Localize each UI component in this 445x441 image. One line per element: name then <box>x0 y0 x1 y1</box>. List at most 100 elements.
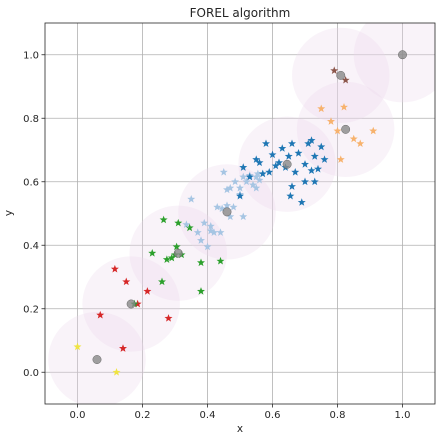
data-point <box>159 215 168 224</box>
data-point <box>73 342 82 351</box>
data-point <box>206 222 215 230</box>
data-point <box>197 258 205 267</box>
data-point <box>226 183 235 192</box>
data-point <box>218 204 227 213</box>
data-point <box>301 160 309 168</box>
data-point <box>216 228 225 236</box>
data-point <box>317 104 326 113</box>
data-point <box>242 177 251 186</box>
data-point <box>310 152 319 160</box>
data-point <box>197 287 205 295</box>
cluster-center <box>173 248 183 258</box>
data-point <box>291 168 300 176</box>
data-point <box>110 264 119 273</box>
data-point <box>185 223 194 232</box>
cluster-center <box>126 299 136 309</box>
data-point <box>174 218 183 227</box>
data-point <box>143 287 152 295</box>
data-point <box>223 201 231 209</box>
data-point <box>252 155 261 163</box>
grid-lines <box>45 23 435 404</box>
data-point <box>239 172 248 181</box>
data-point <box>172 242 181 251</box>
y-tick-label: 0.4 <box>23 241 39 252</box>
data-point <box>133 299 142 308</box>
x-tick-label: 0.4 <box>200 410 216 421</box>
data-point <box>320 155 329 163</box>
data-point <box>167 253 176 262</box>
data-point <box>330 66 339 75</box>
data-point <box>310 177 319 186</box>
data-point <box>297 198 306 206</box>
data-point <box>229 202 238 211</box>
data-point <box>314 164 322 173</box>
data-point <box>317 142 326 151</box>
x-axis-label: x <box>237 423 243 435</box>
data-point <box>341 75 350 84</box>
data-point <box>356 139 365 148</box>
data-point <box>252 183 261 192</box>
data-point <box>349 134 358 143</box>
data-point <box>262 139 270 148</box>
cluster-center <box>282 159 292 169</box>
y-tick-label: 1.0 <box>23 50 39 61</box>
x-tick-label: 1.0 <box>395 410 411 421</box>
y-axis-label: y <box>3 210 15 216</box>
data-point <box>206 226 215 235</box>
y-tick-label: 0.0 <box>23 368 39 379</box>
data-point <box>239 212 248 221</box>
data-point <box>307 136 316 144</box>
data-point <box>119 344 127 352</box>
y-tick-label: 0.8 <box>23 114 39 125</box>
x-tick-label: 0.8 <box>330 410 346 421</box>
data-point <box>164 314 173 322</box>
data-point <box>158 277 166 286</box>
data-point <box>219 168 228 176</box>
data-point <box>239 163 248 171</box>
y-tick-label: 0.6 <box>23 177 39 188</box>
data-point <box>148 248 157 257</box>
y-tick-label: 0.2 <box>23 304 39 315</box>
data-point <box>203 242 212 251</box>
data-point <box>236 183 244 192</box>
data-point <box>226 212 235 221</box>
cluster-circles <box>48 23 435 404</box>
data-point <box>182 220 191 229</box>
data-point <box>301 177 309 186</box>
data-point <box>253 169 262 178</box>
data-point <box>210 228 218 236</box>
cluster-centers <box>92 50 407 364</box>
data-point <box>122 277 131 286</box>
data-point <box>288 182 296 190</box>
data-point <box>336 155 345 163</box>
data-point <box>223 185 231 194</box>
data-point <box>369 126 378 135</box>
data-point <box>231 177 240 186</box>
cluster-circle <box>353 23 435 103</box>
data-point <box>304 139 313 148</box>
axis-ticks: 0.0 0.2 0.4 0.6 0.8 1.0 0.0 0.2 0.4 0.6 0.8 1.0 <box>23 50 410 421</box>
x-tick-label: 0.2 <box>135 410 151 421</box>
data-point <box>200 218 209 227</box>
data-point <box>112 368 121 376</box>
data-point <box>162 255 171 263</box>
data-point <box>245 172 254 181</box>
data-point <box>255 175 264 184</box>
data-point <box>258 169 267 178</box>
data-point <box>193 228 202 236</box>
data-point <box>187 195 196 203</box>
data-point <box>333 126 342 135</box>
data-point <box>213 202 222 211</box>
data-point <box>271 161 280 170</box>
data-point <box>294 148 303 157</box>
cluster-center <box>92 355 102 364</box>
plot-frame <box>44 22 436 405</box>
chart-title: FOREL algorithm <box>190 6 291 20</box>
data-point <box>268 150 277 159</box>
data-point <box>197 236 205 244</box>
cluster-center <box>341 124 351 134</box>
data-point <box>307 166 316 175</box>
data-point <box>327 117 335 125</box>
